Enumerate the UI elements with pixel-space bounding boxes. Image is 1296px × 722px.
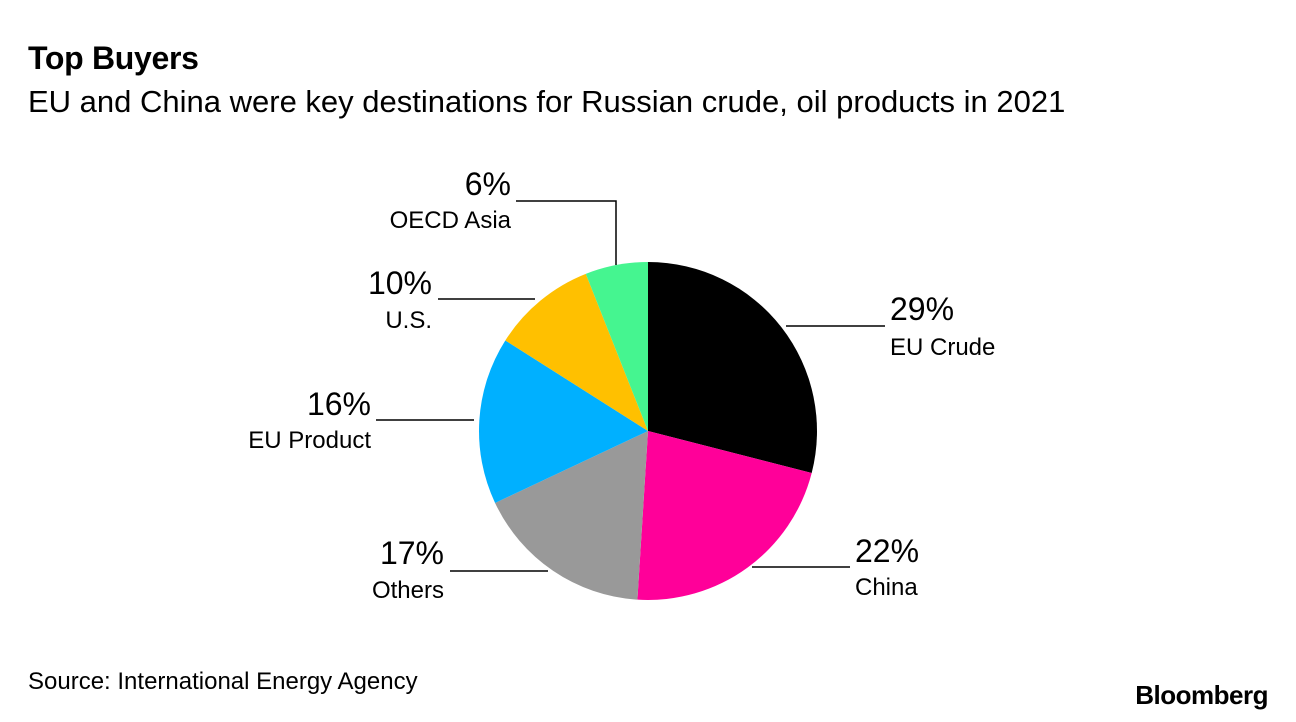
pie-slice-u-s: [505, 273, 648, 431]
value-label-china: 22%: [855, 533, 919, 569]
value-label-others: 17%: [380, 535, 444, 571]
pie-slice-others: [495, 431, 648, 600]
pie-slice-eu-crude: [648, 262, 817, 474]
category-label-others: Others: [372, 577, 444, 604]
pie-slice-oecd-asia: [585, 262, 648, 431]
category-label-u-s: U.S.: [385, 307, 432, 334]
value-label-oecd-asia: 6%: [465, 166, 511, 202]
category-label-oecd-asia: OECD Asia: [390, 207, 512, 234]
pie-slice-china: [637, 431, 812, 601]
category-label-china: China: [855, 574, 918, 601]
category-label-eu-crude: EU Crude: [890, 334, 995, 361]
chart-subtitle: EU and China were key destinations for R…: [28, 84, 1066, 119]
pie-slice-eu-product: [478, 340, 648, 503]
value-label-eu-crude: 29%: [890, 291, 954, 327]
bloomberg-logo: Bloomberg: [1135, 680, 1268, 710]
category-label-eu-product: EU Product: [248, 427, 371, 454]
leader-line-oecd-asia: [516, 200, 617, 265]
value-label-u-s: 10%: [368, 265, 432, 301]
chart-title: Top Buyers: [28, 40, 199, 76]
source-note: Source: International Energy Agency: [28, 668, 418, 695]
value-label-eu-product: 16%: [307, 386, 371, 422]
